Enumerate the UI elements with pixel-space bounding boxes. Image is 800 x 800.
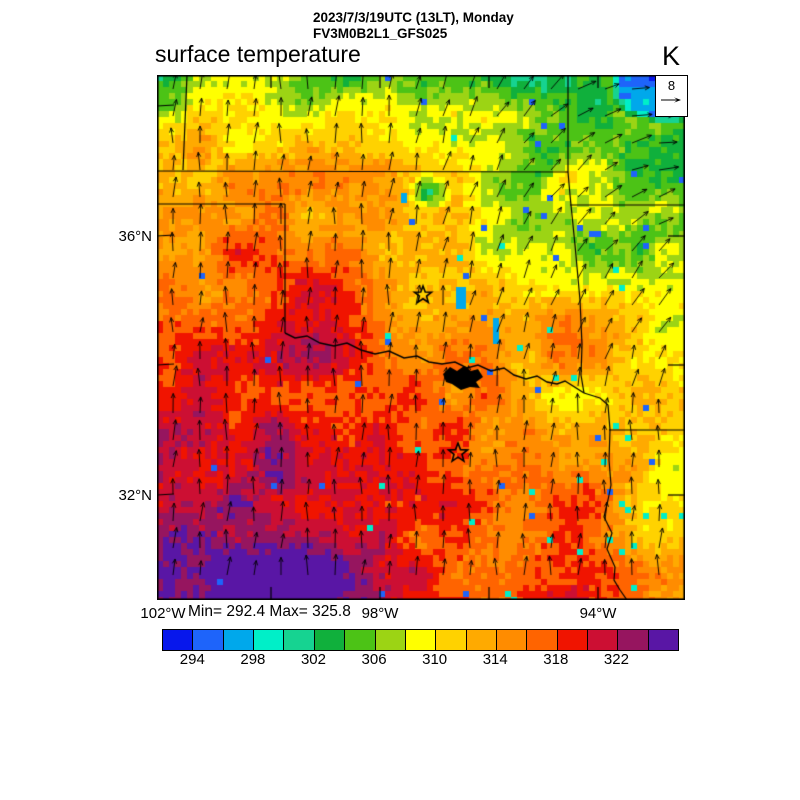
colorbar-segment-7 (375, 630, 406, 650)
colorbar-segment-10 (466, 630, 497, 650)
lon-tick-label: 102°W (140, 605, 186, 622)
min-max-label: Min= 292.4 Max= 325.8 (188, 603, 351, 620)
temperature-field-canvas (157, 75, 685, 600)
title-model-run: FV3M0B2L1_GFS025 (313, 25, 448, 41)
colorbar-tick-label: 294 (179, 651, 205, 668)
colorbar-segment-14 (588, 630, 619, 650)
colorbar-segment-8 (405, 630, 437, 650)
colorbar-segment-16 (648, 630, 679, 650)
colorbar-segment-15 (618, 630, 649, 650)
lon-tick-label: 98°W (361, 605, 399, 622)
plot-titles: 2023/7/3/19UTC (13LT), Monday FV3M0B2L1_… (313, 10, 514, 41)
colorbar-segment-2 (223, 630, 255, 650)
colorbar-segment-12 (527, 630, 558, 650)
colorbar (162, 629, 679, 651)
colorbar-tick-label: 306 (361, 651, 387, 668)
reference-arrow-icon (661, 97, 681, 103)
colorbar-segment-13 (557, 630, 589, 650)
colorbar-tick-label: 298 (240, 651, 266, 668)
colorbar-tick-labels: 294 298 302 306 310 314 318 322 (162, 651, 677, 669)
colorbar-segment-3 (254, 630, 285, 650)
colorbar-tick-label: 322 (603, 651, 629, 668)
variable-label: surface temperature (155, 41, 361, 67)
colorbar-tick-label: 302 (300, 651, 326, 668)
colorbar-segment-11 (496, 630, 528, 650)
colorbar-segment-9 (436, 630, 467, 650)
lat-tick-label: 36°N (118, 228, 152, 245)
colorbar-tick-label: 318 (543, 651, 569, 668)
map-frame: 8 (157, 75, 688, 600)
wind-vector-legend-value: 8 (667, 78, 676, 93)
colorbar-tick-label: 310 (422, 651, 448, 668)
lat-tick-label: 32°N (118, 487, 152, 504)
colorbar-segment-1 (193, 630, 224, 650)
colorbar-tick-label: 314 (482, 651, 508, 668)
title-datetime: 2023/7/3/19UTC (13LT), Monday (313, 10, 514, 25)
colorbar-segment-0 (163, 630, 194, 650)
colorbar-segment-4 (284, 630, 315, 650)
wind-vector-legend: 8 (655, 75, 688, 117)
units-label: K (662, 41, 681, 71)
colorbar-segment-5 (314, 630, 346, 650)
colorbar-segment-6 (345, 630, 376, 650)
lon-tick-label: 94°W (579, 605, 617, 622)
